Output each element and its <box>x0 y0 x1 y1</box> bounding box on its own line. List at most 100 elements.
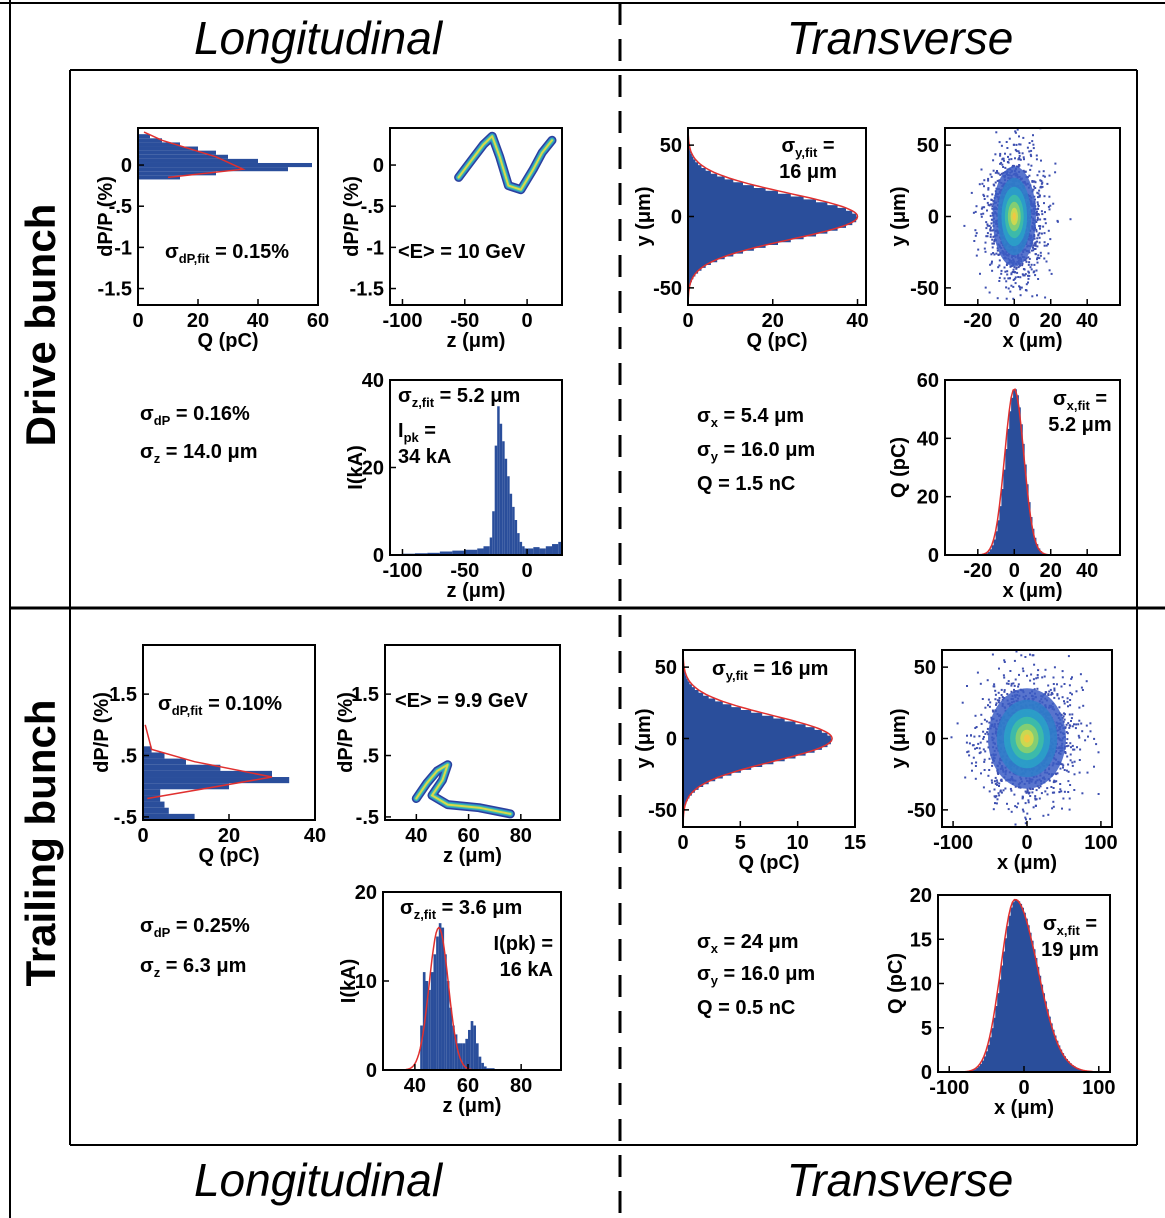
peak-label: I(pk) = <box>494 933 553 955</box>
scatter-pixel <box>988 757 991 760</box>
scatter-pixel <box>992 183 995 186</box>
scatter-pixel <box>1034 797 1037 800</box>
scatter-pixel <box>1035 832 1037 834</box>
scatter-pixel <box>1040 210 1043 213</box>
scatter-pixel <box>1022 670 1025 673</box>
x-tick-label: 100 <box>1082 1077 1115 1099</box>
scatter-pixel <box>1063 683 1066 685</box>
scatter-pixel <box>1035 269 1038 272</box>
scatter-pixel <box>1035 228 1038 231</box>
scatter-pixel <box>982 737 985 740</box>
x-axis-label: z (μm) <box>443 1095 502 1117</box>
scatter-pixel <box>1033 195 1036 198</box>
scatter-pixel <box>1002 674 1005 677</box>
x-tick-label: -20 <box>963 310 992 332</box>
scatter-pixel <box>1029 653 1031 656</box>
x-tick-label: 40 <box>404 1075 426 1097</box>
scatter-pixel <box>996 249 999 252</box>
fit-annotation: σdP,fit = 0.10% <box>158 693 282 718</box>
scatter-pixel <box>1019 264 1021 267</box>
scatter-pixel <box>1022 274 1025 277</box>
scatter-pixel <box>1061 716 1064 719</box>
scatter-pixel <box>1062 715 1065 718</box>
scatter-pixel <box>1076 746 1078 749</box>
scatter-pixel <box>995 795 998 798</box>
gaussian-fit-line <box>683 650 833 827</box>
scatter-pixel <box>1071 693 1073 696</box>
y-tick-label: 10 <box>910 974 932 996</box>
x-tick-label: 60 <box>307 310 329 332</box>
scatter-pixel <box>990 262 993 265</box>
histogram-bar <box>527 548 534 555</box>
scatter-pixel <box>1047 813 1050 816</box>
histogram-bar <box>425 981 429 1070</box>
scatter-pixel <box>1045 831 1047 833</box>
scatter-pixel <box>1007 155 1009 158</box>
scatter-pixel <box>1019 286 1021 289</box>
y-tick-label: 50 <box>655 657 677 679</box>
scatter-pixel <box>1009 670 1012 672</box>
scatter-pixel <box>1010 789 1013 792</box>
scatter-pixel <box>1016 165 1018 168</box>
scatter-pixel <box>991 193 994 196</box>
annotation-value: = 0.10% <box>203 693 283 715</box>
scatter-pixel <box>979 751 982 754</box>
x-tick-label: 40 <box>1076 560 1098 582</box>
y-tick-label: 0 <box>373 155 384 177</box>
histogram-bar <box>497 406 500 555</box>
scatter-pixel <box>1020 286 1023 289</box>
scatter-pixel <box>1029 153 1032 156</box>
gaussian-fit-line <box>945 388 1119 555</box>
scatter-pixel <box>1044 668 1047 671</box>
scatter-pixel <box>1024 802 1027 805</box>
peak-annotation: I(pk) = <box>494 933 553 955</box>
scatter-pixel <box>1008 158 1011 161</box>
scatter-pixel <box>1038 786 1041 789</box>
scatter-pixel <box>1012 279 1015 281</box>
y-axis-label: I(kA) <box>338 959 360 1003</box>
scatter-pixel <box>1064 751 1067 754</box>
scatter-pixel <box>976 671 979 674</box>
x-axis-label: z (μm) <box>447 330 506 352</box>
scatter-pixel <box>1067 655 1070 658</box>
scatter-pixel <box>980 713 983 716</box>
scatter-pixel <box>1021 667 1024 670</box>
scatter-pixel <box>986 223 989 226</box>
annotation-value: = 16 μm <box>748 658 829 680</box>
scatter-pixel <box>1028 261 1031 264</box>
histogram-bar <box>138 158 258 163</box>
scatter-pixel <box>1039 194 1041 197</box>
scatter-pixel <box>1043 244 1046 247</box>
scatter-pixel <box>1018 158 1021 161</box>
scatter-pixel <box>1048 174 1051 177</box>
scatter-pixel <box>1047 694 1050 696</box>
scatter-pixel <box>1013 266 1016 269</box>
scatter-pixel <box>1035 214 1038 217</box>
scatter-pixel <box>1071 676 1073 679</box>
plot-frame <box>142 644 316 821</box>
scatter-pixel <box>1072 748 1075 751</box>
x-tick-label: -100 <box>382 560 422 582</box>
scatter-pixel <box>987 177 990 180</box>
scatter-pixel <box>1055 780 1058 783</box>
scatter-pixel <box>1029 266 1032 269</box>
scatter-pixel <box>1019 143 1022 146</box>
scatter-pixel <box>1043 232 1046 235</box>
y-tick-label: -.5 <box>356 807 379 829</box>
scatter-pixel <box>1063 700 1065 703</box>
scatter-pixel <box>1038 236 1041 239</box>
y-axis-label: Q (pC) <box>888 437 910 498</box>
scatter-pixel <box>1042 225 1045 228</box>
histogram-bar <box>475 1043 479 1070</box>
scatter-pixel <box>1020 654 1023 657</box>
scatter-pixel <box>1085 680 1088 683</box>
gaussian-fit-line <box>688 128 859 305</box>
scatter-pixel <box>971 769 973 772</box>
histogram-bar <box>138 134 150 139</box>
scatter-pixel <box>1075 690 1078 693</box>
summary-line: Q = 1.5 nC <box>697 473 795 495</box>
scatter-pixel <box>1033 263 1036 266</box>
x-tick-label: 100 <box>1084 832 1117 854</box>
scatter-pixel <box>1036 210 1038 213</box>
